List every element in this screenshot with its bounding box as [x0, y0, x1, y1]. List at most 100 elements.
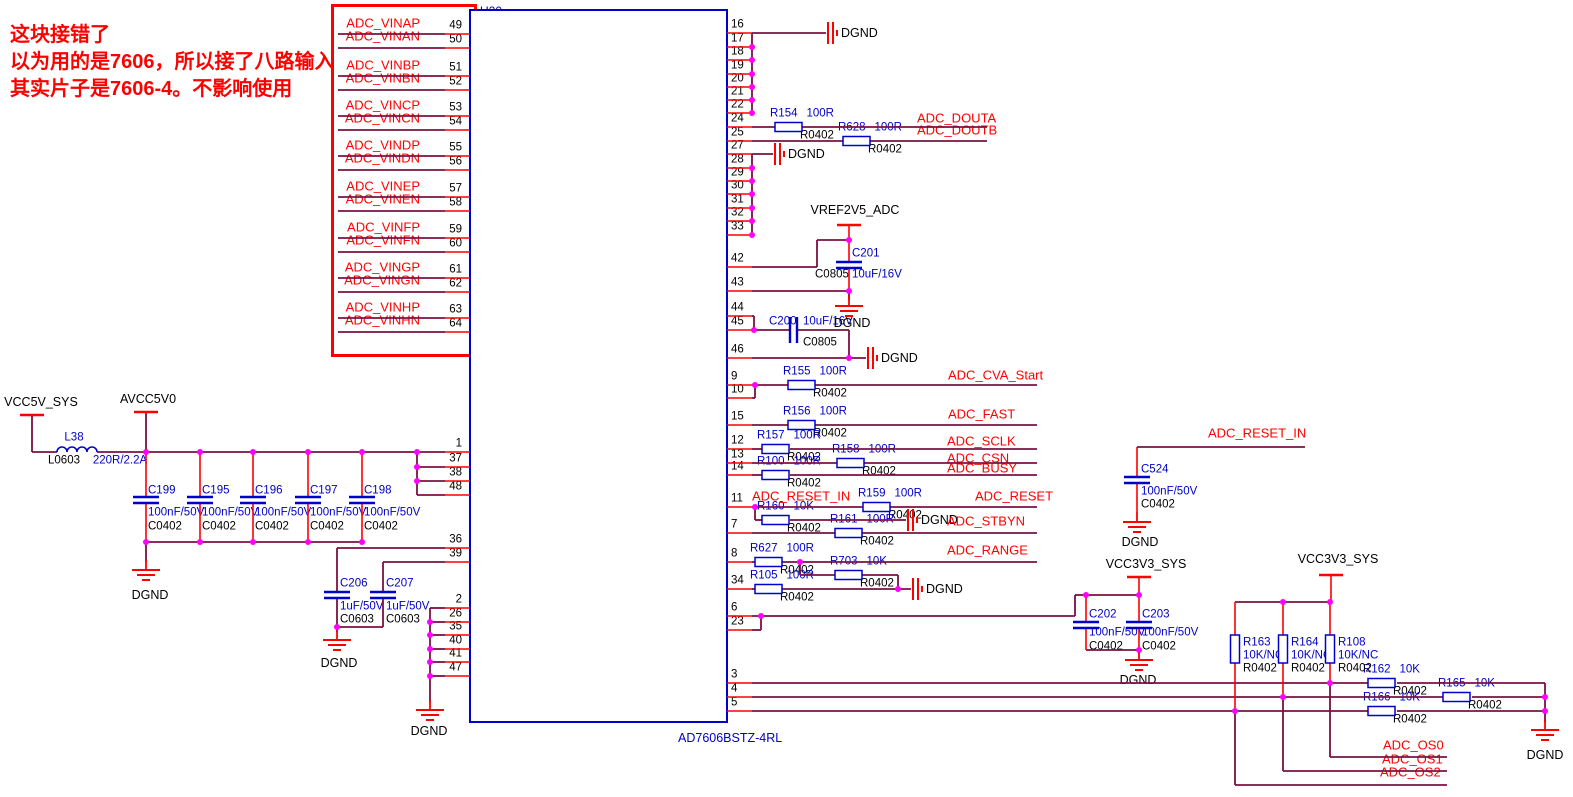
- annotation-note: 这块接错了 以为用的是7606，所以接了八路输入 其实片子是7606-4。不影响…: [10, 22, 335, 103]
- resistor-label: R157 100R: [757, 430, 821, 442]
- net-label[interactable]: ADC_DOUTB: [917, 122, 998, 138]
- pin-number: 44: [731, 301, 744, 314]
- resistor-body[interactable]: [787, 419, 816, 431]
- pin-name-overline: STBY: [689, 525, 722, 540]
- chip-refdes[interactable]: U20: [480, 4, 503, 18]
- net-label[interactable]: ADC_DOUTA: [917, 110, 997, 126]
- capacitor-footprint: C0603: [340, 613, 374, 626]
- net-label[interactable]: ADC_RESET: [975, 488, 1054, 504]
- junction-dot: [846, 237, 852, 243]
- resistor-refdes: R164: [1291, 636, 1319, 649]
- resistor-footprint: R0402: [868, 143, 902, 156]
- net-label[interactable]: ADC_RESET_IN: [752, 488, 851, 504]
- pin-number: 28: [731, 153, 744, 166]
- pin-name: AGND7: [475, 108, 519, 123]
- resistor-value: 10K: [866, 555, 887, 568]
- net-label[interactable]: ADC_FAST: [948, 406, 1016, 422]
- net-label[interactable]: ADC_VINCN: [344, 110, 420, 126]
- pin-number: 11: [731, 492, 743, 505]
- net-label[interactable]: ADC_VINBN: [345, 70, 420, 86]
- resistor-value: 100R: [894, 487, 923, 500]
- junction-dot: [1083, 592, 1089, 598]
- resistor-body[interactable]: [1367, 677, 1396, 689]
- annotation-line: 这块接错了: [10, 24, 110, 46]
- resistor-body[interactable]: [836, 457, 865, 469]
- pin-name: DB0: [697, 25, 722, 40]
- pin-name: OS2: [696, 703, 722, 718]
- resistor-refdes: R154: [770, 107, 798, 120]
- pin-number: 50: [449, 33, 462, 46]
- resistor-body[interactable]: [787, 379, 816, 391]
- pin-number: 20: [731, 72, 744, 85]
- net-label[interactable]: ADC_SCLK: [947, 433, 1016, 449]
- resistor-body[interactable]: [761, 443, 790, 455]
- net-label[interactable]: ADC_OS1: [1382, 751, 1443, 767]
- pin-name: V2GND: [475, 82, 519, 97]
- junction-dot: [197, 539, 203, 545]
- pin-number: 18: [731, 45, 744, 58]
- resistor-value: 10K: [1399, 691, 1420, 704]
- resistor-footprint: R0402: [787, 451, 821, 464]
- net-label[interactable]: ADC_RESET_IN: [1208, 425, 1307, 441]
- capacitor-refdes: C196: [255, 484, 283, 497]
- net-label[interactable]: ADC_RANGE: [947, 542, 1028, 558]
- capacitor-value: 1uF/50V: [386, 600, 430, 613]
- resistor-value: 100R: [819, 365, 848, 378]
- resistor-label: R158 100R: [832, 444, 896, 456]
- net-label[interactable]: ADC_CSN: [947, 450, 1010, 466]
- pin-number: 13: [731, 448, 744, 461]
- resistor-label: R162 10K: [1363, 664, 1420, 676]
- pin-name: RESET: [680, 499, 722, 514]
- junction-dot: [427, 673, 433, 679]
- junction-dot: [749, 191, 755, 197]
- net-label[interactable]: ADC_VINEN: [345, 191, 420, 207]
- pin-number: 12: [731, 434, 744, 447]
- net-label[interactable]: ADC_VINAN: [345, 28, 420, 44]
- net-label[interactable]: ADC_VINGP: [344, 259, 420, 275]
- net-label[interactable]: ADC_STBYN: [947, 513, 1026, 529]
- resistor-body[interactable]: [761, 514, 790, 526]
- net-label[interactable]: ADC_VINAP: [346, 15, 420, 31]
- resistor-body[interactable]: [1229, 634, 1241, 664]
- pin-number: 47: [449, 661, 462, 674]
- resistor-label: R628 100R: [838, 122, 902, 134]
- net-label[interactable]: ADC_CVA_Start: [948, 367, 1044, 383]
- resistor-body[interactable]: [834, 569, 863, 581]
- net-label[interactable]: ADC_VINHP: [345, 299, 420, 315]
- resistor-refdes: R100: [757, 455, 785, 468]
- net-label[interactable]: ADC_VINBP: [346, 57, 420, 73]
- resistor-body[interactable]: [1442, 691, 1471, 703]
- net-label[interactable]: ADC_VINDP: [345, 137, 420, 153]
- net-label[interactable]: ADC_OS2: [1380, 764, 1441, 780]
- resistor-refdes: R156: [783, 405, 811, 418]
- net-label[interactable]: ADC_VINFN: [346, 232, 420, 248]
- net-label[interactable]: ADC_VINCP: [345, 97, 420, 113]
- capacitor-value: 100nF/50V: [1142, 626, 1199, 639]
- resistor-body[interactable]: [754, 556, 783, 568]
- resistor-value: 10K/NC: [1243, 649, 1284, 662]
- resistor-body[interactable]: [1367, 705, 1396, 717]
- resistor-body[interactable]: [761, 469, 790, 481]
- net-label[interactable]: ADC_BUSY: [947, 460, 1018, 476]
- net-label[interactable]: ADC_VINFP: [347, 219, 420, 235]
- inductor-body[interactable]: [56, 446, 98, 453]
- inductor-footprint: L0603: [48, 454, 80, 467]
- net-label[interactable]: ADC_VINHN: [344, 312, 420, 328]
- pin-name: AGND2: [475, 614, 519, 629]
- resistor-body[interactable]: [774, 121, 803, 133]
- junction-dot: [1280, 694, 1286, 700]
- net-label[interactable]: ADC_OS0: [1383, 737, 1444, 753]
- net-label[interactable]: ADC_VINGN: [344, 272, 420, 288]
- pin-number: 23: [731, 615, 744, 628]
- junction-dot: [427, 646, 433, 652]
- net-label[interactable]: ADC_VINDN: [344, 150, 420, 166]
- capacitor-footprint: C0805: [803, 336, 837, 349]
- resistor-body[interactable]: [754, 583, 783, 595]
- resistor-body[interactable]: [842, 135, 871, 147]
- capacitor-refdes: C524: [1141, 463, 1169, 476]
- resistor-footprint: R0402: [862, 465, 896, 478]
- ground-label: DGND: [131, 587, 169, 602]
- resistor-body[interactable]: [834, 527, 863, 539]
- net-label[interactable]: ADC_VINEP: [346, 178, 420, 194]
- resistor-body[interactable]: [862, 501, 891, 513]
